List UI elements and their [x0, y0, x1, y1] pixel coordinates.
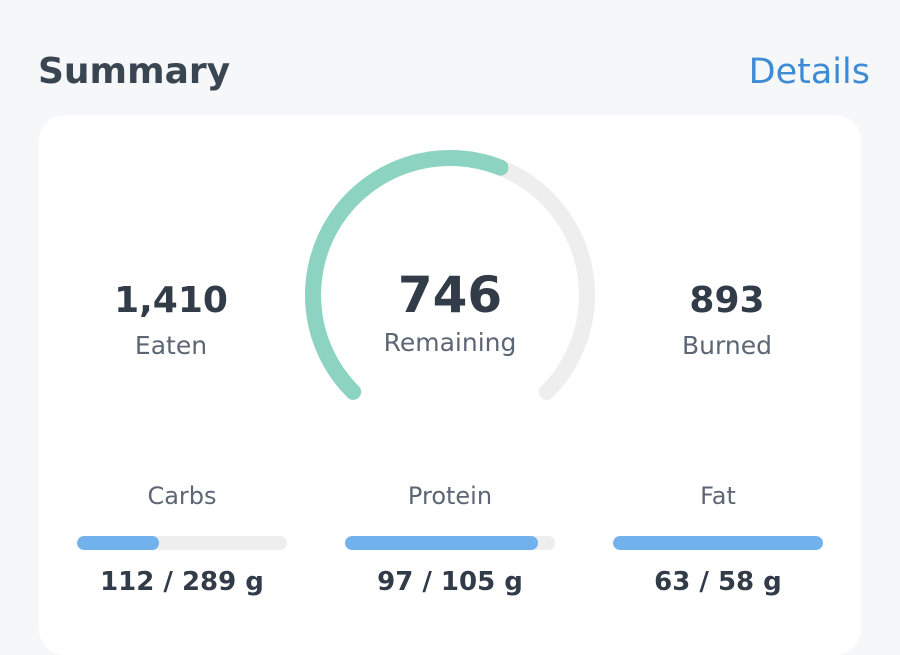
remaining-label: Remaining — [383, 328, 517, 357]
macro-value: 97 / 105 g — [377, 567, 523, 597]
remaining-value: 746 — [397, 266, 503, 324]
gauge-progress-arc — [305, 150, 509, 400]
macro-progress-fill — [77, 536, 159, 550]
details-link[interactable]: Details — [748, 52, 870, 92]
remaining-stat: 746 Remaining — [340, 265, 560, 359]
summary-header: Summary Details — [0, 0, 900, 110]
eaten-value: 1,410 — [114, 280, 228, 321]
burned-label: Burned — [682, 331, 772, 360]
macro-progress-bar — [613, 536, 823, 550]
macro-label: Carbs — [147, 482, 217, 510]
macro-carbs: Carbs 112 / 289 g — [77, 481, 287, 598]
macro-value: 63 / 58 g — [654, 567, 782, 597]
section-title: Summary — [38, 51, 231, 92]
burned-value: 893 — [689, 280, 765, 321]
macro-progress-fill — [613, 536, 823, 550]
macro-value: 112 / 289 g — [100, 567, 264, 597]
burned-stat: 893 Burned — [647, 280, 807, 362]
eaten-label: Eaten — [134, 331, 208, 360]
calorie-gauge — [305, 150, 595, 400]
macro-protein: Protein 97 / 105 g — [345, 481, 555, 598]
macro-progress-fill — [345, 536, 539, 550]
macro-progress-bar — [77, 536, 287, 550]
summary-card: 1,410 Eaten 746 Remaining 893 Burned Car… — [39, 115, 861, 655]
eaten-stat: 1,410 Eaten — [91, 280, 251, 362]
macro-label: Fat — [700, 482, 736, 510]
macro-fat: Fat 63 / 58 g — [613, 481, 823, 598]
macro-label: Protein — [407, 482, 493, 510]
macro-progress-bar — [345, 536, 555, 550]
